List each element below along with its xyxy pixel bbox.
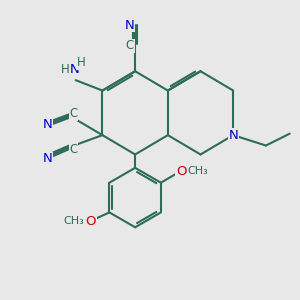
Text: C: C (69, 107, 77, 120)
Text: C: C (69, 143, 77, 156)
Text: N: N (43, 152, 52, 165)
Text: H: H (77, 56, 86, 69)
Text: C: C (126, 40, 134, 52)
Text: N: N (125, 19, 135, 32)
Text: N: N (228, 129, 238, 142)
Text: N: N (43, 118, 52, 130)
Text: O: O (85, 214, 96, 227)
Text: CH₃: CH₃ (188, 166, 208, 176)
Text: CH₃: CH₃ (63, 216, 84, 226)
Text: O: O (176, 165, 186, 178)
Text: N: N (69, 63, 79, 76)
Text: H: H (61, 63, 70, 76)
